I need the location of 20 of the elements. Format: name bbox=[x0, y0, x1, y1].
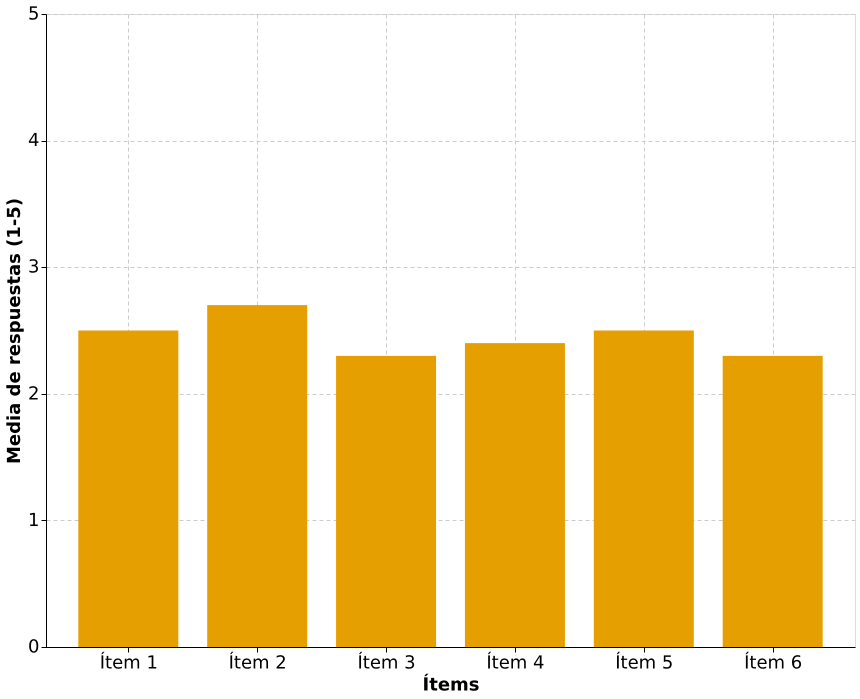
bar bbox=[207, 305, 308, 647]
bar bbox=[336, 356, 436, 647]
x-tick-label: Ítem 6 bbox=[744, 652, 802, 674]
y-tick-label: 1 bbox=[28, 510, 40, 531]
y-tick-label: 2 bbox=[28, 383, 40, 404]
y-tick-label: 0 bbox=[28, 636, 40, 658]
y-tick-label: 5 bbox=[28, 4, 40, 24]
x-tick-label: Ítem 2 bbox=[228, 652, 287, 674]
y-tick-label: 3 bbox=[28, 256, 40, 278]
x-tick-label: Ítem 1 bbox=[100, 652, 158, 674]
x-axis-title: Ítems bbox=[422, 674, 480, 696]
bar bbox=[722, 356, 823, 647]
bar bbox=[464, 343, 565, 647]
x-tick-label: Ítem 4 bbox=[486, 652, 545, 674]
bar bbox=[78, 330, 178, 647]
bar bbox=[594, 330, 694, 647]
y-axis-title: Media de respuestas (1-5) bbox=[4, 198, 26, 464]
x-tick-label: Ítem 5 bbox=[615, 652, 674, 674]
x-tick-label: Ítem 3 bbox=[357, 652, 416, 674]
y-tick-label: 4 bbox=[28, 130, 40, 152]
